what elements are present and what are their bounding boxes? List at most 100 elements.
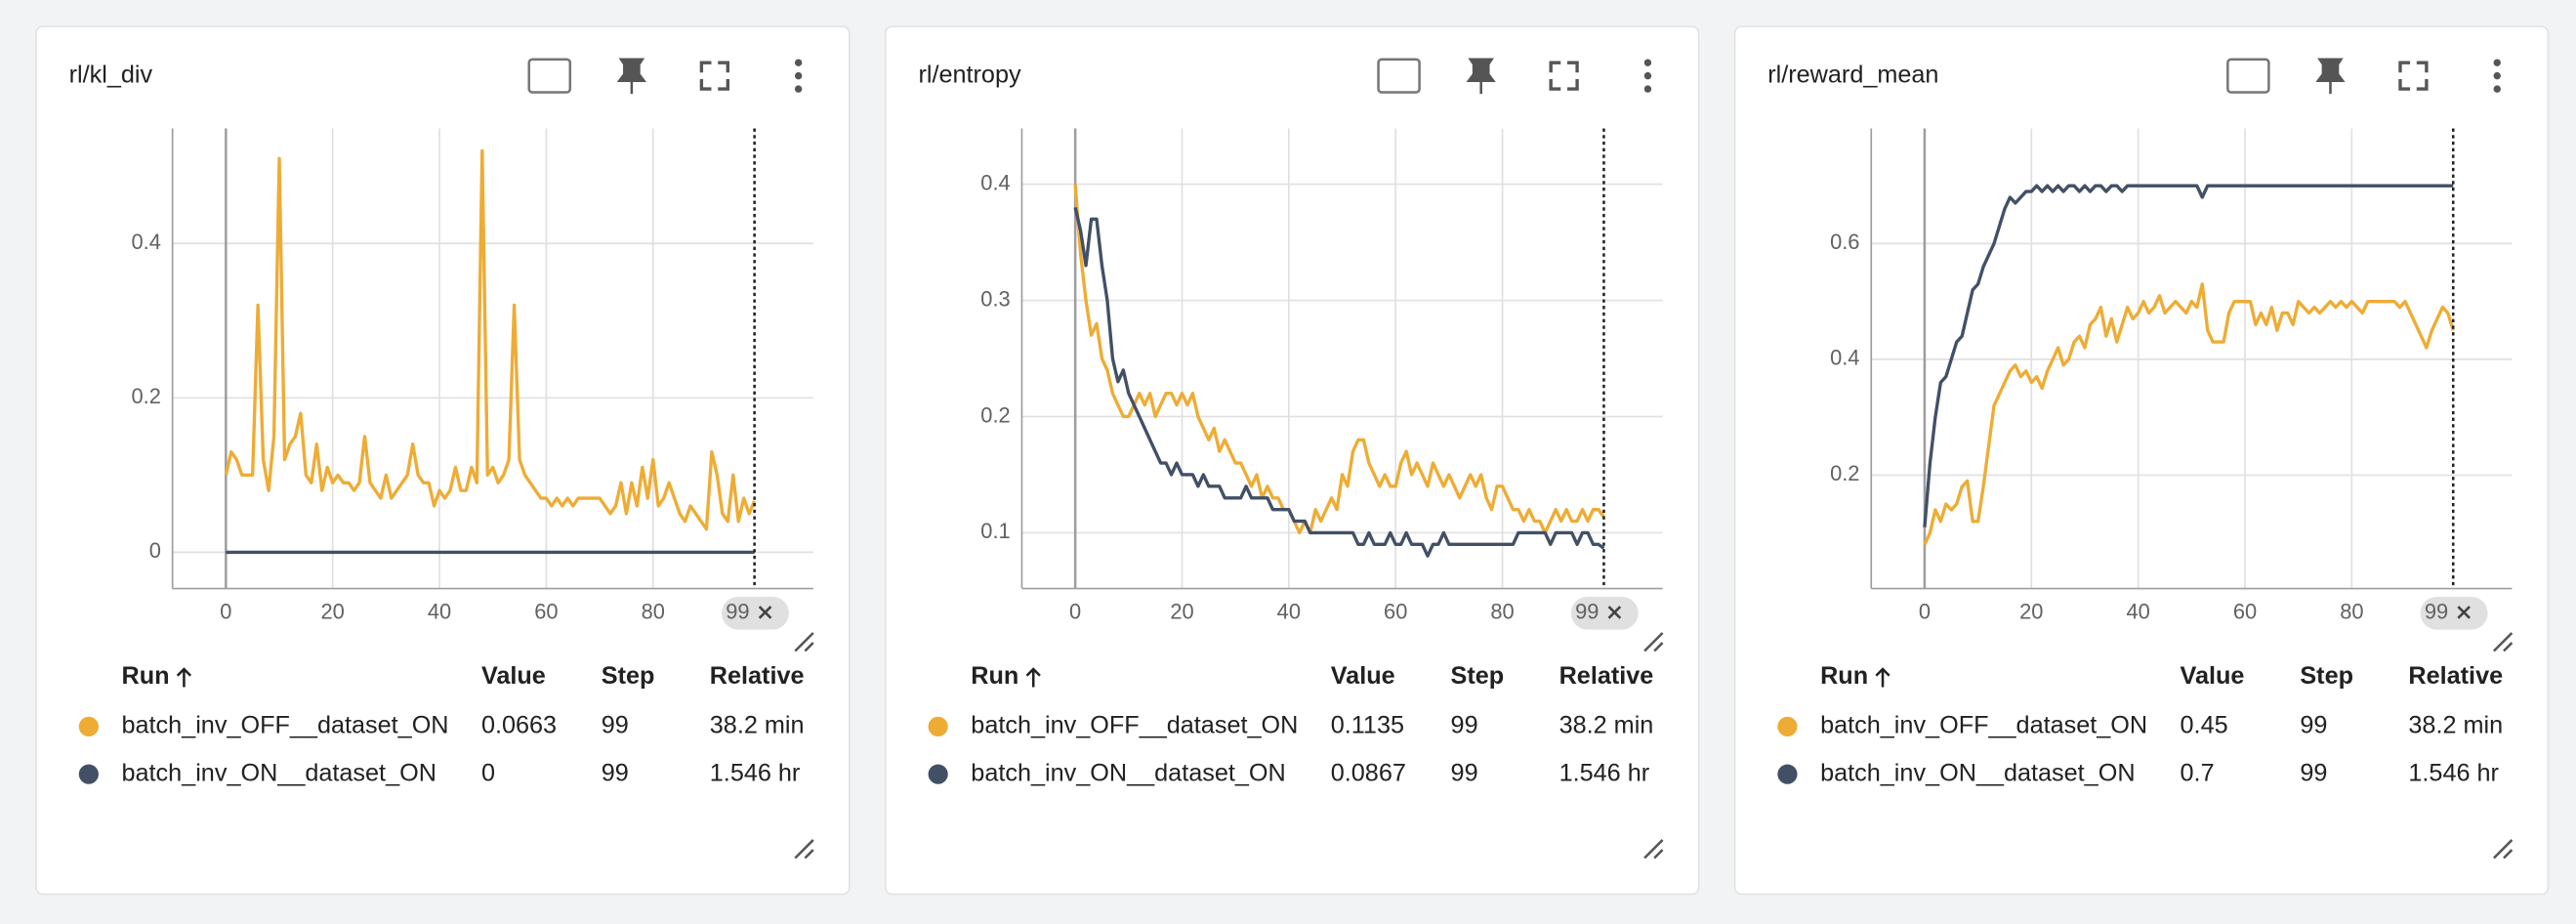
table-cell: 0.0867: [1331, 759, 1406, 786]
table-header[interactable]: Run: [971, 662, 1018, 690]
fullscreen-button[interactable]: [699, 61, 729, 91]
series-line: [1073, 184, 1605, 535]
resize-handle[interactable]: [2492, 839, 2514, 860]
x-tick-label: 0: [220, 600, 231, 624]
more-menu-dot[interactable]: [2493, 59, 2501, 66]
x-tick-label: 60: [534, 600, 558, 624]
fullscreen-button[interactable]: [1549, 61, 1579, 91]
table-cell: 38.2 min: [710, 712, 805, 739]
table-header: Value: [1331, 662, 1395, 690]
x-tick-label: 20: [1170, 600, 1193, 624]
x-tick-label: 60: [1384, 600, 1407, 624]
table-cell: 99: [2300, 759, 2327, 786]
table-cell: batch_inv_OFF__dataset_ON: [1820, 712, 2147, 739]
y-tick-label: 0.6: [1830, 230, 1859, 254]
table-cell: 0.45: [2181, 712, 2228, 739]
sort-arrow: [1025, 667, 1041, 688]
fullscreen-button[interactable]: [2398, 61, 2429, 91]
run-color-dot: [1777, 716, 1798, 736]
table-cell: 99: [602, 759, 629, 786]
table-cell: 0.0663: [481, 712, 557, 739]
table-cell: 0.7: [2181, 759, 2215, 786]
x-tick-label: 20: [2019, 600, 2043, 624]
more-menu-dot[interactable]: [1643, 71, 1652, 80]
fit-domain-button[interactable]: [527, 58, 572, 94]
table-header: Step: [2300, 662, 2353, 690]
more-menu-dot[interactable]: [2493, 71, 2501, 80]
series-line: [1923, 184, 2454, 527]
more-menu-dot[interactable]: [794, 71, 803, 80]
run-color-dot: [1777, 764, 1798, 784]
table-cell: 38.2 min: [1559, 712, 1654, 739]
resize-handle[interactable]: [2492, 632, 2514, 652]
table-header: Step: [1451, 662, 1505, 690]
more-menu-dot[interactable]: [1643, 85, 1652, 93]
y-tick-label: 0.3: [980, 286, 1010, 311]
fit-domain-button[interactable]: [1377, 58, 1421, 94]
series-line: [1073, 206, 1605, 558]
table-cell: 1.546 hr: [1559, 759, 1650, 786]
x-tick-label: 80: [642, 600, 665, 624]
step-badge-label: 99: [1575, 600, 1599, 624]
table-cell: batch_inv_ON__dataset_ON: [121, 759, 436, 786]
x-tick-label: 80: [1490, 600, 1514, 624]
step-badge[interactable]: [1570, 596, 1639, 630]
table-header: Relative: [710, 662, 805, 690]
more-menu-dot[interactable]: [794, 59, 803, 66]
more-menu-dot[interactable]: [794, 85, 803, 93]
table-cell: 0.1135: [1331, 712, 1404, 739]
step-badge-close[interactable]: [1607, 606, 1622, 619]
step-badge-label: 99: [726, 600, 749, 624]
table-cell: 99: [602, 712, 629, 739]
step-badge-close[interactable]: [2457, 606, 2471, 619]
y-tick-label: 0: [149, 538, 161, 563]
table-cell: 1.546 hr: [710, 759, 801, 786]
sort-arrow: [176, 667, 192, 688]
x-tick-label: 0: [1919, 600, 1931, 624]
table-header: Step: [602, 662, 655, 690]
step-badge-label: 99: [2425, 600, 2448, 624]
table-cell: 38.2 min: [2408, 712, 2503, 739]
table-cell: 99: [1451, 759, 1478, 786]
series-line: [224, 148, 757, 531]
pin-button[interactable]: [2315, 58, 2346, 95]
resize-handle[interactable]: [794, 839, 814, 860]
pin-button[interactable]: [1466, 58, 1496, 95]
y-tick-label: 0.4: [1830, 346, 1859, 370]
table-header: Relative: [1559, 662, 1654, 690]
x-tick-label: 40: [428, 600, 451, 624]
table-cell: 99: [2300, 712, 2327, 739]
x-tick-label: 0: [1069, 600, 1081, 624]
table-cell: batch_inv_ON__dataset_ON: [971, 759, 1285, 786]
table-cell: 1.546 hr: [2408, 759, 2499, 786]
resize-handle[interactable]: [1643, 632, 1664, 652]
card-title: rl/reward_mean: [1767, 61, 1938, 88]
pin-button[interactable]: [616, 58, 647, 95]
run-color-dot: [78, 764, 99, 784]
resize-handle[interactable]: [1643, 839, 1664, 860]
fit-domain-button[interactable]: [2226, 58, 2270, 94]
sort-arrow: [1875, 667, 1890, 688]
table-cell: 0: [481, 759, 495, 786]
table-cell: 99: [1451, 712, 1478, 739]
more-menu-dot[interactable]: [2493, 85, 2501, 93]
y-tick-label: 0.2: [131, 384, 160, 408]
table-cell: batch_inv_OFF__dataset_ON: [121, 712, 448, 739]
card-title: rl/kl_div: [69, 61, 153, 88]
table-header[interactable]: Run: [1820, 662, 1868, 690]
run-color-dot: [928, 764, 948, 784]
step-badge[interactable]: [2420, 596, 2488, 630]
x-tick-label: 60: [2233, 600, 2257, 624]
table-header: Value: [2181, 662, 2245, 690]
step-badge[interactable]: [721, 596, 789, 630]
table-header[interactable]: Run: [121, 662, 169, 690]
table-header: Value: [481, 662, 546, 690]
y-tick-label: 0.1: [980, 519, 1010, 543]
more-menu-dot[interactable]: [1643, 59, 1652, 66]
step-badge-close[interactable]: [758, 606, 772, 619]
x-tick-label: 80: [2340, 600, 2363, 624]
resize-handle[interactable]: [794, 632, 814, 652]
table-cell: batch_inv_ON__dataset_ON: [1820, 759, 2135, 786]
